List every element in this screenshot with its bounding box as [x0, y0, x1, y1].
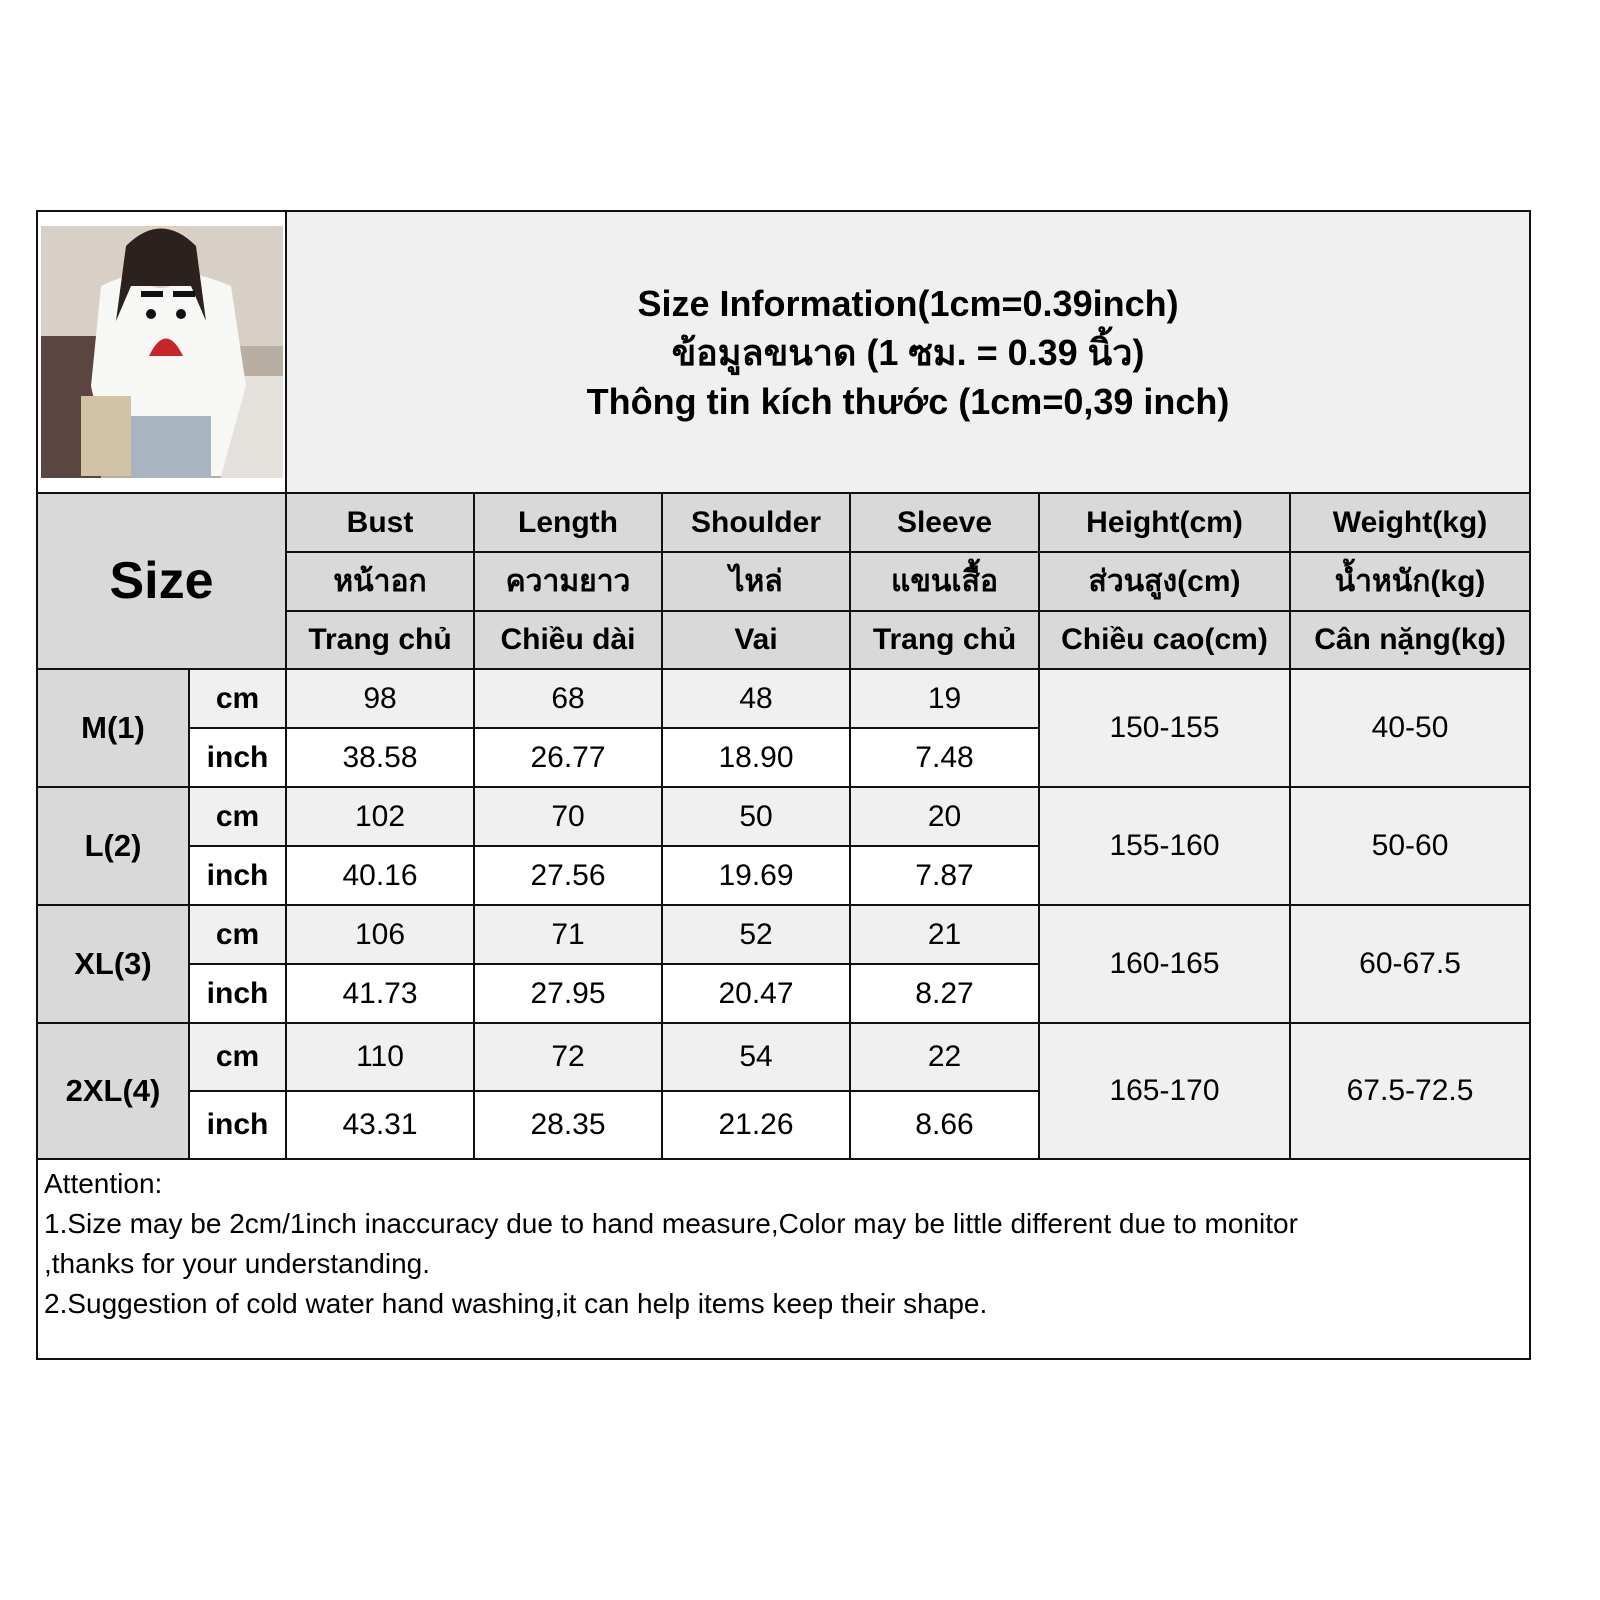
measurement-cell: 7.48 [849, 727, 1040, 788]
column-header-vi: Trang chủ [285, 610, 475, 670]
table-row: inch 41.73 27.95 20.47 8.27 [37, 963, 1530, 1024]
measurement-cell: 18.90 [661, 727, 851, 788]
header-row-en: Size Bust Length Shoulder Sleeve Height(cm) We… [36, 492, 1532, 670]
size-label: M(1) [36, 668, 190, 788]
measurement-cell: 98 [285, 668, 475, 729]
attention-note: Attention: 1.Size may be 2cm/1inch inaccu… [35, 1158, 1532, 1360]
measurement-cell: 28.35 [473, 1090, 663, 1160]
weight-range-cell: 60-67.5 [1288, 904, 1532, 1024]
header-row-th: หน้าอก ความยาว ไหล่ แขนเสื้อ ส่วนสูง(cm) น้ำห… [37, 551, 1532, 612]
measurement-cell: 27.95 [473, 963, 663, 1024]
weight-range-cell: 40-50 [1288, 668, 1532, 788]
product-photo-cell [36, 210, 287, 494]
column-header-th: น้ำหนัก(kg) [1288, 551, 1532, 612]
measurement-cell: 19 [849, 668, 1040, 729]
header-row-vi: Trang chủ Chiều dài Vai Trang chủ Chiều cao(… [37, 610, 1532, 670]
attention-line: 2.Suggestion of cold water hand washing,… [44, 1288, 988, 1319]
measurement-cell: 106 [285, 904, 475, 965]
weight-range-cell: 67.5-72.5 [1288, 1022, 1532, 1160]
attention-heading: Attention: [44, 1168, 163, 1199]
measurement-cell: 27.56 [473, 845, 663, 906]
measurement-cell: 8.27 [849, 963, 1040, 1024]
measurement-cell: 21 [849, 904, 1040, 965]
measurement-cell: 48 [661, 668, 851, 729]
unit-label: inch [188, 845, 287, 906]
table-row: XL(3) cm 106 71 52 21 160-165 60-67.5 [36, 904, 1532, 1024]
measurement-cell: 20.47 [661, 963, 851, 1024]
column-header-vi: Trang chủ [849, 610, 1040, 670]
height-range-cell: 160-165 [1038, 904, 1291, 1024]
column-header-en: Length [473, 492, 663, 553]
measurement-cell: 21.26 [661, 1090, 851, 1160]
measurement-cell: 40.16 [285, 845, 475, 906]
table-row: inch 40.16 27.56 19.69 7.87 [37, 845, 1530, 906]
column-header-en: Weight(kg) [1288, 492, 1532, 553]
unit-label: inch [188, 727, 287, 788]
size-header: Size [36, 492, 287, 670]
height-range-cell: 155-160 [1038, 786, 1291, 906]
column-header-th: แขนเสื้อ [849, 551, 1040, 612]
column-header-en: Height(cm) [1038, 492, 1291, 553]
measurement-cell: 41.73 [285, 963, 475, 1024]
unit-label: cm [188, 1022, 287, 1092]
measurement-cell: 70 [473, 786, 663, 847]
size-info-title: Size Information(1cm=0.39inch) ข้อมูลขนา… [284, 210, 1532, 494]
measurement-cell: 38.58 [285, 727, 475, 788]
size-label: XL(3) [36, 904, 190, 1024]
column-header-th: หน้าอก [285, 551, 475, 612]
measurement-cell: 71 [473, 904, 663, 965]
unit-label: inch [188, 963, 287, 1024]
attention-line: 1.Size may be 2cm/1inch inaccuracy due t… [44, 1208, 1298, 1239]
title-vietnamese: Thông tin kích thước (1cm=0,39 inch) [586, 380, 1230, 422]
height-range-cell: 165-170 [1038, 1022, 1291, 1160]
column-header-vi: Cân nặng(kg) [1288, 610, 1532, 670]
measurement-cell: 7.87 [849, 845, 1040, 906]
measurement-cell: 26.77 [473, 727, 663, 788]
table-row: L(2) cm 102 70 50 20 155-160 50-60 [36, 786, 1532, 906]
title-english: Size Information(1cm=0.39inch) [637, 282, 1179, 324]
measurement-cell: 19.69 [661, 845, 851, 906]
column-header-th: ส่วนสูง(cm) [1038, 551, 1291, 612]
height-range-cell: 150-155 [1038, 668, 1291, 788]
column-header-en: Shoulder [661, 492, 851, 553]
table-row: 2XL(4) cm 110 72 54 22 165-170 67.5-72.5 [36, 1022, 1532, 1160]
measurement-cell: 43.31 [285, 1090, 475, 1160]
column-header-en: Sleeve [849, 492, 1040, 553]
product-photo [40, 226, 283, 478]
column-header-vi: Chiều cao(cm) [1038, 610, 1291, 670]
unit-label: cm [188, 786, 287, 847]
measurement-cell: 110 [285, 1022, 475, 1092]
table-row: inch 43.31 28.35 21.26 8.66 [37, 1090, 1530, 1160]
measurement-cell: 8.66 [849, 1090, 1040, 1160]
weight-range-cell: 50-60 [1288, 786, 1532, 906]
measurement-cell: 72 [473, 1022, 663, 1092]
measurement-cell: 68 [473, 668, 663, 729]
table-row: M(1) cm 98 68 48 19 150-155 40-50 [36, 668, 1532, 788]
unit-label: inch [188, 1090, 287, 1160]
unit-label: cm [188, 904, 287, 965]
measurement-cell: 22 [849, 1022, 1040, 1092]
column-header-vi: Vai [661, 610, 851, 670]
attention-line: ,thanks for your understanding. [44, 1248, 431, 1279]
unit-label: cm [188, 668, 287, 729]
column-header-th: ความยาว [473, 551, 663, 612]
column-header-th: ไหล่ [661, 551, 851, 612]
measurement-cell: 20 [849, 786, 1040, 847]
measurement-cell: 52 [661, 904, 851, 965]
table-row: inch 38.58 26.77 18.90 7.48 [37, 727, 1530, 788]
column-header-vi: Chiều dài [473, 610, 663, 670]
size-label: 2XL(4) [36, 1022, 190, 1160]
measurement-cell: 102 [285, 786, 475, 847]
measurement-cell: 54 [661, 1022, 851, 1092]
measurement-cell: 50 [661, 786, 851, 847]
title-thai: ข้อมูลขนาด (1 ซม. = 0.39 นิ้ว) [671, 331, 1145, 373]
column-header-en: Bust [285, 492, 475, 553]
size-label: L(2) [36, 786, 190, 906]
size-chart-table: Size Information(1cm=0.39inch) ข้อมูลขนา… [35, 210, 1532, 1360]
